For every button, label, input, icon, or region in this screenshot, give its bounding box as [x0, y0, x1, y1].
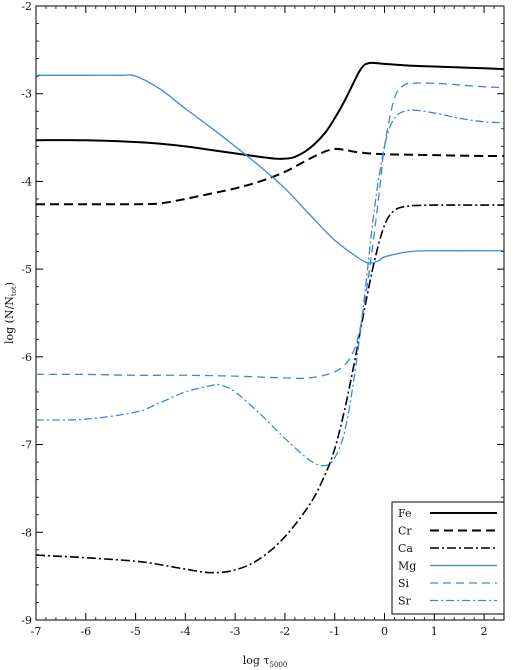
series-layer — [35, 61, 505, 574]
x-tick-label: 1 — [431, 625, 438, 638]
plot-frame — [35, 5, 505, 621]
series-line-si — [35, 82, 505, 380]
y-tick-label: -3 — [21, 88, 32, 101]
y-tick-label: -2 — [21, 0, 32, 13]
x-tick-label: 0 — [381, 625, 388, 638]
x-tick-label: -4 — [180, 625, 191, 638]
series-line-mg — [36, 74, 504, 264]
y-tick-label: -9 — [21, 614, 32, 627]
y-tick-label: -8 — [21, 526, 32, 539]
legend-label-cr: Cr — [398, 525, 412, 538]
legend-label-mg: Mg — [398, 560, 416, 573]
x-tick-label: 2 — [481, 625, 488, 638]
x-tick-label: -6 — [80, 625, 91, 638]
x-tick-label: -5 — [130, 625, 141, 638]
y-tick-label: -6 — [21, 351, 32, 364]
series-line-sr — [35, 109, 505, 467]
x-axis-label: log τ5000 — [243, 654, 288, 669]
legend-box — [391, 501, 505, 615]
x-tick-label: -7 — [31, 625, 42, 638]
legend: Fe Cr Ca Mg Si Sr — [391, 501, 505, 615]
y-axis-label: log (N/Ntot) — [3, 282, 18, 344]
y-tick-label: -5 — [21, 263, 32, 276]
series-line-fe — [35, 61, 505, 160]
series-line-cr — [35, 147, 505, 206]
legend-label-sr: Sr — [398, 595, 412, 608]
axis-ticks: -7 -6 -5 -4 -3 -2 -1 0 1 2 -9 -8 -7 -6 -5 -4 -3 -2 — [21, 0, 505, 638]
x-tick-label: -3 — [230, 625, 241, 638]
legend-label-ca: Ca — [398, 542, 413, 555]
x-tick-label: -2 — [280, 625, 291, 638]
legend-label-si: Si — [398, 577, 410, 590]
y-tick-label: -4 — [21, 175, 32, 188]
x-tick-label: -1 — [329, 625, 340, 638]
legend-label-fe: Fe — [398, 507, 412, 520]
series-line-ca — [35, 204, 504, 574]
y-tick-label: -7 — [21, 439, 32, 452]
